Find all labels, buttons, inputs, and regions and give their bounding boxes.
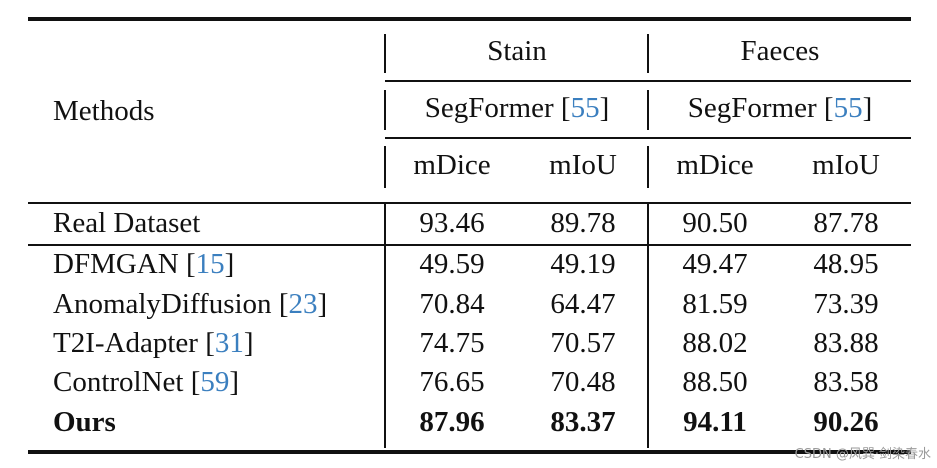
- cell: 73.39: [813, 288, 879, 320]
- model-underline-1: [385, 137, 648, 139]
- model-header-2: SegFormer [55]: [649, 91, 911, 125]
- cell: 48.95: [813, 248, 879, 280]
- metric-header-2: mIoU: [549, 149, 617, 181]
- model-header-1: SegFormer [55]: [386, 91, 648, 125]
- table-row-method: DFMGAN [15]: [53, 248, 235, 280]
- method-name: AnomalyDiffusion: [53, 288, 272, 320]
- bottom-rule: [28, 450, 911, 454]
- citation-link[interactable]: 31: [214, 327, 244, 359]
- cell: 74.75: [419, 327, 485, 359]
- cell: 81.59: [682, 288, 748, 320]
- watermark: CSDN @风巽·剑染春水: [794, 447, 931, 462]
- cell: 70.84: [419, 288, 485, 320]
- table-row-method: AnomalyDiffusion [23]: [53, 288, 328, 320]
- cell: 49.47: [682, 248, 748, 280]
- model-underline-2: [648, 137, 911, 139]
- methods-header: Methods: [53, 95, 155, 127]
- cell: 93.46: [419, 207, 485, 239]
- table-row-method: ControlNet [59]: [53, 366, 240, 398]
- vline-mid-seg2: [647, 90, 649, 130]
- model-name: SegFormer: [424, 92, 554, 124]
- ours-label: Ours: [53, 406, 116, 438]
- cell: 88.02: [682, 327, 748, 359]
- cell: 64.47: [550, 288, 616, 320]
- vline-mid-body: [647, 204, 649, 448]
- cell: 49.19: [550, 248, 616, 280]
- metric-header-3: mDice: [676, 149, 754, 181]
- cell: 90.26: [813, 406, 879, 438]
- model-name: SegFormer: [687, 92, 817, 124]
- cell: 90.50: [682, 207, 748, 239]
- vline-mid-seg3: [647, 146, 649, 188]
- stain-underline: [385, 80, 648, 82]
- citation-link[interactable]: 55: [570, 92, 600, 124]
- cell: 70.48: [550, 366, 616, 398]
- header-rule: [28, 202, 911, 204]
- bracket-close: ]: [599, 92, 610, 124]
- cell: 49.59: [419, 248, 485, 280]
- faeces-underline: [648, 80, 911, 82]
- vline-left-seg2: [384, 90, 386, 130]
- cell: 76.65: [419, 366, 485, 398]
- method-name: T2I-Adapter: [53, 327, 198, 359]
- vline-mid-seg1: [647, 34, 649, 73]
- metric-header-4: mIoU: [812, 149, 880, 181]
- cell: 83.88: [813, 327, 879, 359]
- table-row-method: T2I-Adapter [31]: [53, 327, 254, 359]
- cell: 94.11: [683, 406, 747, 438]
- bracket-open: [: [816, 92, 834, 124]
- bracket-close: ]: [862, 92, 873, 124]
- method-name: DFMGAN: [53, 248, 179, 280]
- cell: 83.58: [813, 366, 879, 398]
- citation-link[interactable]: 15: [195, 248, 225, 280]
- citation-link[interactable]: 23: [288, 288, 318, 320]
- vline-left-seg3: [384, 146, 386, 188]
- citation-link[interactable]: 55: [833, 92, 863, 124]
- cell: 83.37: [550, 406, 616, 438]
- stain-header: Stain: [487, 35, 547, 67]
- cell: 87.78: [813, 207, 879, 239]
- top-rule: [28, 17, 911, 21]
- cell: 88.50: [682, 366, 748, 398]
- metric-header-1: mDice: [413, 149, 491, 181]
- cell: 70.57: [550, 327, 616, 359]
- real-rule: [28, 244, 911, 246]
- bracket-open: [: [553, 92, 571, 124]
- citation-link[interactable]: 59: [200, 366, 230, 398]
- faeces-header: Faeces: [740, 35, 820, 67]
- vline-left-body: [384, 204, 386, 448]
- real-dataset-label: Real Dataset: [53, 207, 201, 239]
- vline-left-seg1: [384, 34, 386, 73]
- method-name: ControlNet: [53, 366, 184, 398]
- cell: 87.96: [419, 406, 485, 438]
- cell: 89.78: [550, 207, 616, 239]
